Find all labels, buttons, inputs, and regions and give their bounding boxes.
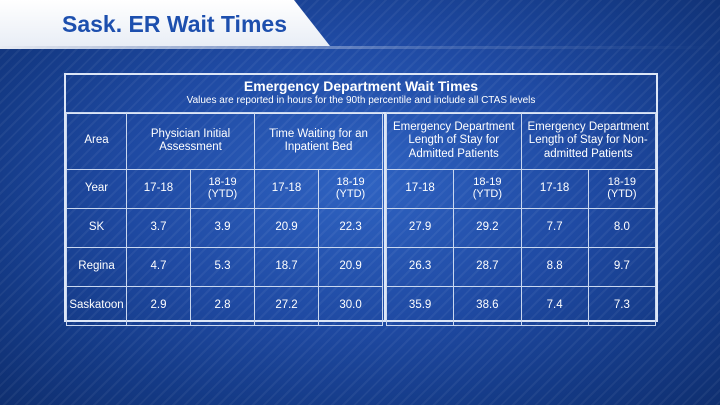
year-17-18: 17-18 (126, 169, 191, 209)
year-label: Year (66, 169, 127, 209)
value-cell: 9.7 (587, 247, 657, 287)
value-cell: 26.3 (385, 247, 455, 287)
area-cell: Saskatoon (66, 286, 127, 326)
group-header-non-admitted-los: Emergency Department Length of Stay for … (520, 112, 656, 170)
value-cell: 27.2 (254, 286, 320, 326)
table-header: Emergency Department Wait Times Values a… (66, 75, 656, 114)
area-cell: SK (66, 208, 127, 248)
banner-divider (0, 46, 720, 49)
value-cell: 8.8 (520, 247, 589, 287)
group-header-physician: Physician Initial Assessment (125, 112, 256, 170)
value-cell: 38.6 (453, 286, 522, 326)
area-cell: Regina (66, 247, 127, 287)
value-cell: 7.3 (587, 286, 657, 326)
value-cell: 30.0 (318, 286, 384, 326)
value-cell: 5.3 (189, 247, 256, 287)
value-cell: 3.9 (189, 208, 256, 248)
year-row: Year 17-18 18-19 (YTD) 17-18 18-19 (YTD) (66, 169, 384, 209)
group-header-row: Area Physician Initial Assessment Time W… (66, 112, 384, 170)
left-table: Area Physician Initial Assessment Time W… (66, 112, 384, 326)
table-row: SK 3.7 3.9 20.9 22.3 (66, 208, 384, 248)
value-cell: 28.7 (453, 247, 522, 287)
value-cell: 3.7 (126, 208, 191, 248)
value-cell: 35.9 (385, 286, 455, 326)
left-table-block: Area Physician Initial Assessment Time W… (66, 112, 386, 326)
right-table: Emergency Department Length of Stay for … (385, 112, 657, 326)
value-cell: 27.9 (385, 208, 455, 248)
value-cell: 2.8 (189, 286, 256, 326)
value-cell: 4.7 (126, 247, 191, 287)
area-header: Area (66, 112, 127, 170)
table-subtitle: Values are reported in hours for the 90t… (186, 95, 536, 106)
value-cell: 20.9 (254, 208, 320, 248)
value-cell: 18.7 (254, 247, 320, 287)
table-title: Emergency Department Wait Times (243, 78, 479, 94)
table-row: 35.9 38.6 7.4 7.3 (385, 286, 657, 326)
right-table-block: Emergency Department Length of Stay for … (385, 112, 657, 326)
title-banner: Sask. ER Wait Times (0, 0, 330, 46)
value-cell: 22.3 (318, 208, 384, 248)
value-cell: 7.7 (520, 208, 589, 248)
page-title: Sask. ER Wait Times (62, 11, 287, 37)
table-row: 27.9 29.2 7.7 8.0 (385, 208, 657, 248)
group-header-inpatient-bed: Time Waiting for an Inpatient Bed (254, 112, 384, 170)
group-header-row: Emergency Department Length of Stay for … (386, 112, 656, 170)
year-17-18: 17-18 (385, 169, 455, 209)
year-17-18: 17-18 (520, 169, 589, 209)
table-row: 26.3 28.7 8.8 9.7 (385, 247, 657, 287)
year-18-19-ytd: 18-19 (YTD) (318, 169, 384, 209)
wait-times-table-panel: Emergency Department Wait Times Values a… (64, 73, 658, 326)
table-row: Saskatoon 2.9 2.8 27.2 30.0 (66, 286, 384, 326)
value-cell: 2.9 (126, 286, 191, 326)
year-18-19-ytd: 18-19 (YTD) (453, 169, 522, 209)
value-cell: 7.4 (520, 286, 589, 326)
group-header-admitted-los: Emergency Department Length of Stay for … (386, 112, 522, 170)
year-18-19-ytd: 18-19 (YTD) (587, 169, 657, 209)
year-18-19-ytd: 18-19 (YTD) (189, 169, 256, 209)
table-row: Regina 4.7 5.3 18.7 20.9 (66, 247, 384, 287)
year-17-18: 17-18 (254, 169, 320, 209)
value-cell: 29.2 (453, 208, 522, 248)
value-cell: 20.9 (318, 247, 384, 287)
value-cell: 8.0 (587, 208, 657, 248)
year-row: 17-18 18-19 (YTD) 17-18 18-19 (YTD) (385, 169, 657, 209)
